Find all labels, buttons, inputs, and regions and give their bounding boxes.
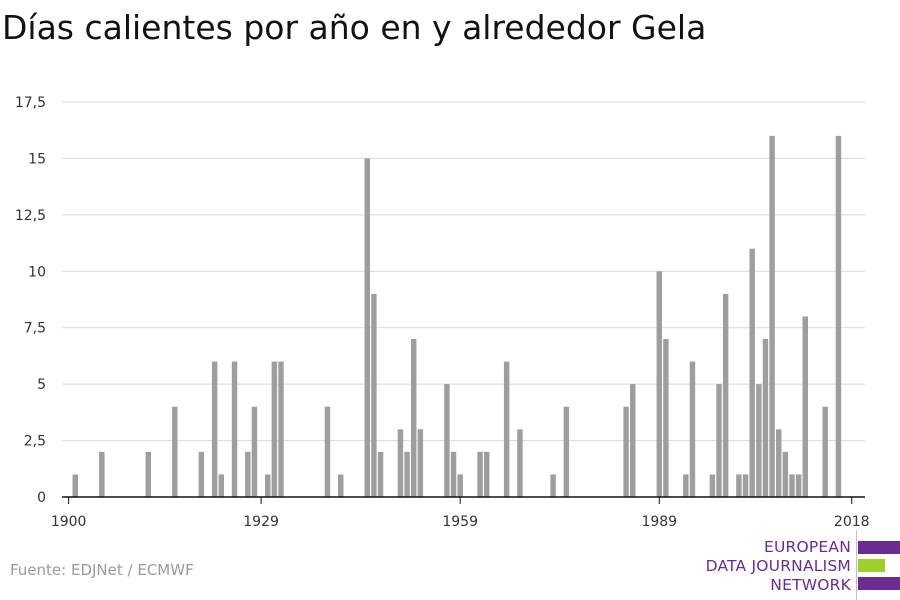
bar <box>769 135 775 497</box>
bar <box>265 474 271 497</box>
logo-bar-purple-bottom <box>858 577 900 590</box>
bar <box>789 474 795 497</box>
bar <box>795 474 802 497</box>
bar <box>211 361 218 497</box>
bar <box>231 361 238 497</box>
edjnet-logo: EUROPEAN DATA JOURNALISM NETWORK <box>700 530 900 600</box>
bar <box>517 429 523 497</box>
bars <box>62 135 865 498</box>
bar <box>782 451 789 497</box>
bar <box>802 316 808 497</box>
hot-days-bar-chart: 0 2,5 5 7,5 10 12,5 15 17,5 1900 1929 1959 1989 201… <box>15 95 870 530</box>
bar <box>99 451 105 497</box>
bar <box>444 384 450 497</box>
bar <box>663 339 669 497</box>
bar <box>550 474 556 497</box>
bar <box>776 429 782 497</box>
bar <box>742 474 749 497</box>
y-tick-label: 7,5 <box>24 321 46 337</box>
y-tick-label: 15 <box>28 151 46 167</box>
bar <box>324 406 331 497</box>
x-tick-label: 2018 <box>834 514 870 530</box>
logo-divider <box>856 530 857 600</box>
y-axis-ticks: 0 2,5 5 7,5 10 12,5 15 17,5 <box>15 95 46 506</box>
bar <box>251 406 258 497</box>
bar <box>278 361 284 497</box>
x-tick-label: 1959 <box>442 514 478 530</box>
y-tick-label: 5 <box>37 377 46 393</box>
y-tick-label: 0 <box>37 490 46 506</box>
bar <box>172 406 178 497</box>
bar <box>689 361 696 497</box>
bar <box>762 339 769 497</box>
bar <box>630 384 636 497</box>
chart-title: Días calientes por año en y alrededor Ge… <box>2 8 707 47</box>
bar <box>450 451 457 497</box>
logo-bar-purple-top <box>858 541 900 554</box>
bar <box>477 451 483 497</box>
bar <box>835 135 842 497</box>
bar <box>411 339 417 497</box>
bar <box>271 361 278 497</box>
bar <box>338 474 344 497</box>
bar <box>364 158 370 497</box>
x-tick-label: 1929 <box>243 514 279 530</box>
y-tick-label: 2,5 <box>24 434 46 450</box>
bar <box>822 406 828 497</box>
bar <box>716 384 722 497</box>
y-tick-label: 17,5 <box>15 95 46 111</box>
bar <box>218 474 224 497</box>
x-tick-label: 1900 <box>51 514 87 530</box>
bar <box>736 474 742 497</box>
grid-lines <box>62 101 865 442</box>
bar <box>72 474 78 497</box>
bar <box>623 406 629 497</box>
bar <box>145 451 151 497</box>
bar <box>756 384 762 497</box>
bar <box>397 429 404 497</box>
bar <box>749 248 755 497</box>
logo-bar-green <box>858 559 885 572</box>
y-tick-label: 12,5 <box>15 208 46 224</box>
bar <box>371 293 377 497</box>
bar <box>457 474 463 497</box>
bar <box>377 451 384 497</box>
bar <box>722 293 729 497</box>
logo-line-data-journalism: DATA JOURNALISM <box>705 557 851 575</box>
bar <box>709 474 716 497</box>
bar <box>683 474 689 497</box>
bar <box>245 451 251 497</box>
x-axis-ticks: 1900 1929 1959 1989 2018 <box>51 497 870 530</box>
bar <box>404 451 410 497</box>
logo-line-network: NETWORK <box>770 576 851 594</box>
x-tick-label: 1989 <box>641 514 677 530</box>
bar <box>656 271 662 497</box>
bar <box>563 406 570 497</box>
bar <box>198 451 205 497</box>
bar <box>417 429 424 497</box>
bar <box>503 361 510 497</box>
logo-line-european: EUROPEAN <box>763 538 851 556</box>
source-note: Fuente: EDJNet / ECMWF <box>10 561 194 579</box>
y-tick-label: 10 <box>28 264 46 280</box>
bar <box>484 451 490 497</box>
